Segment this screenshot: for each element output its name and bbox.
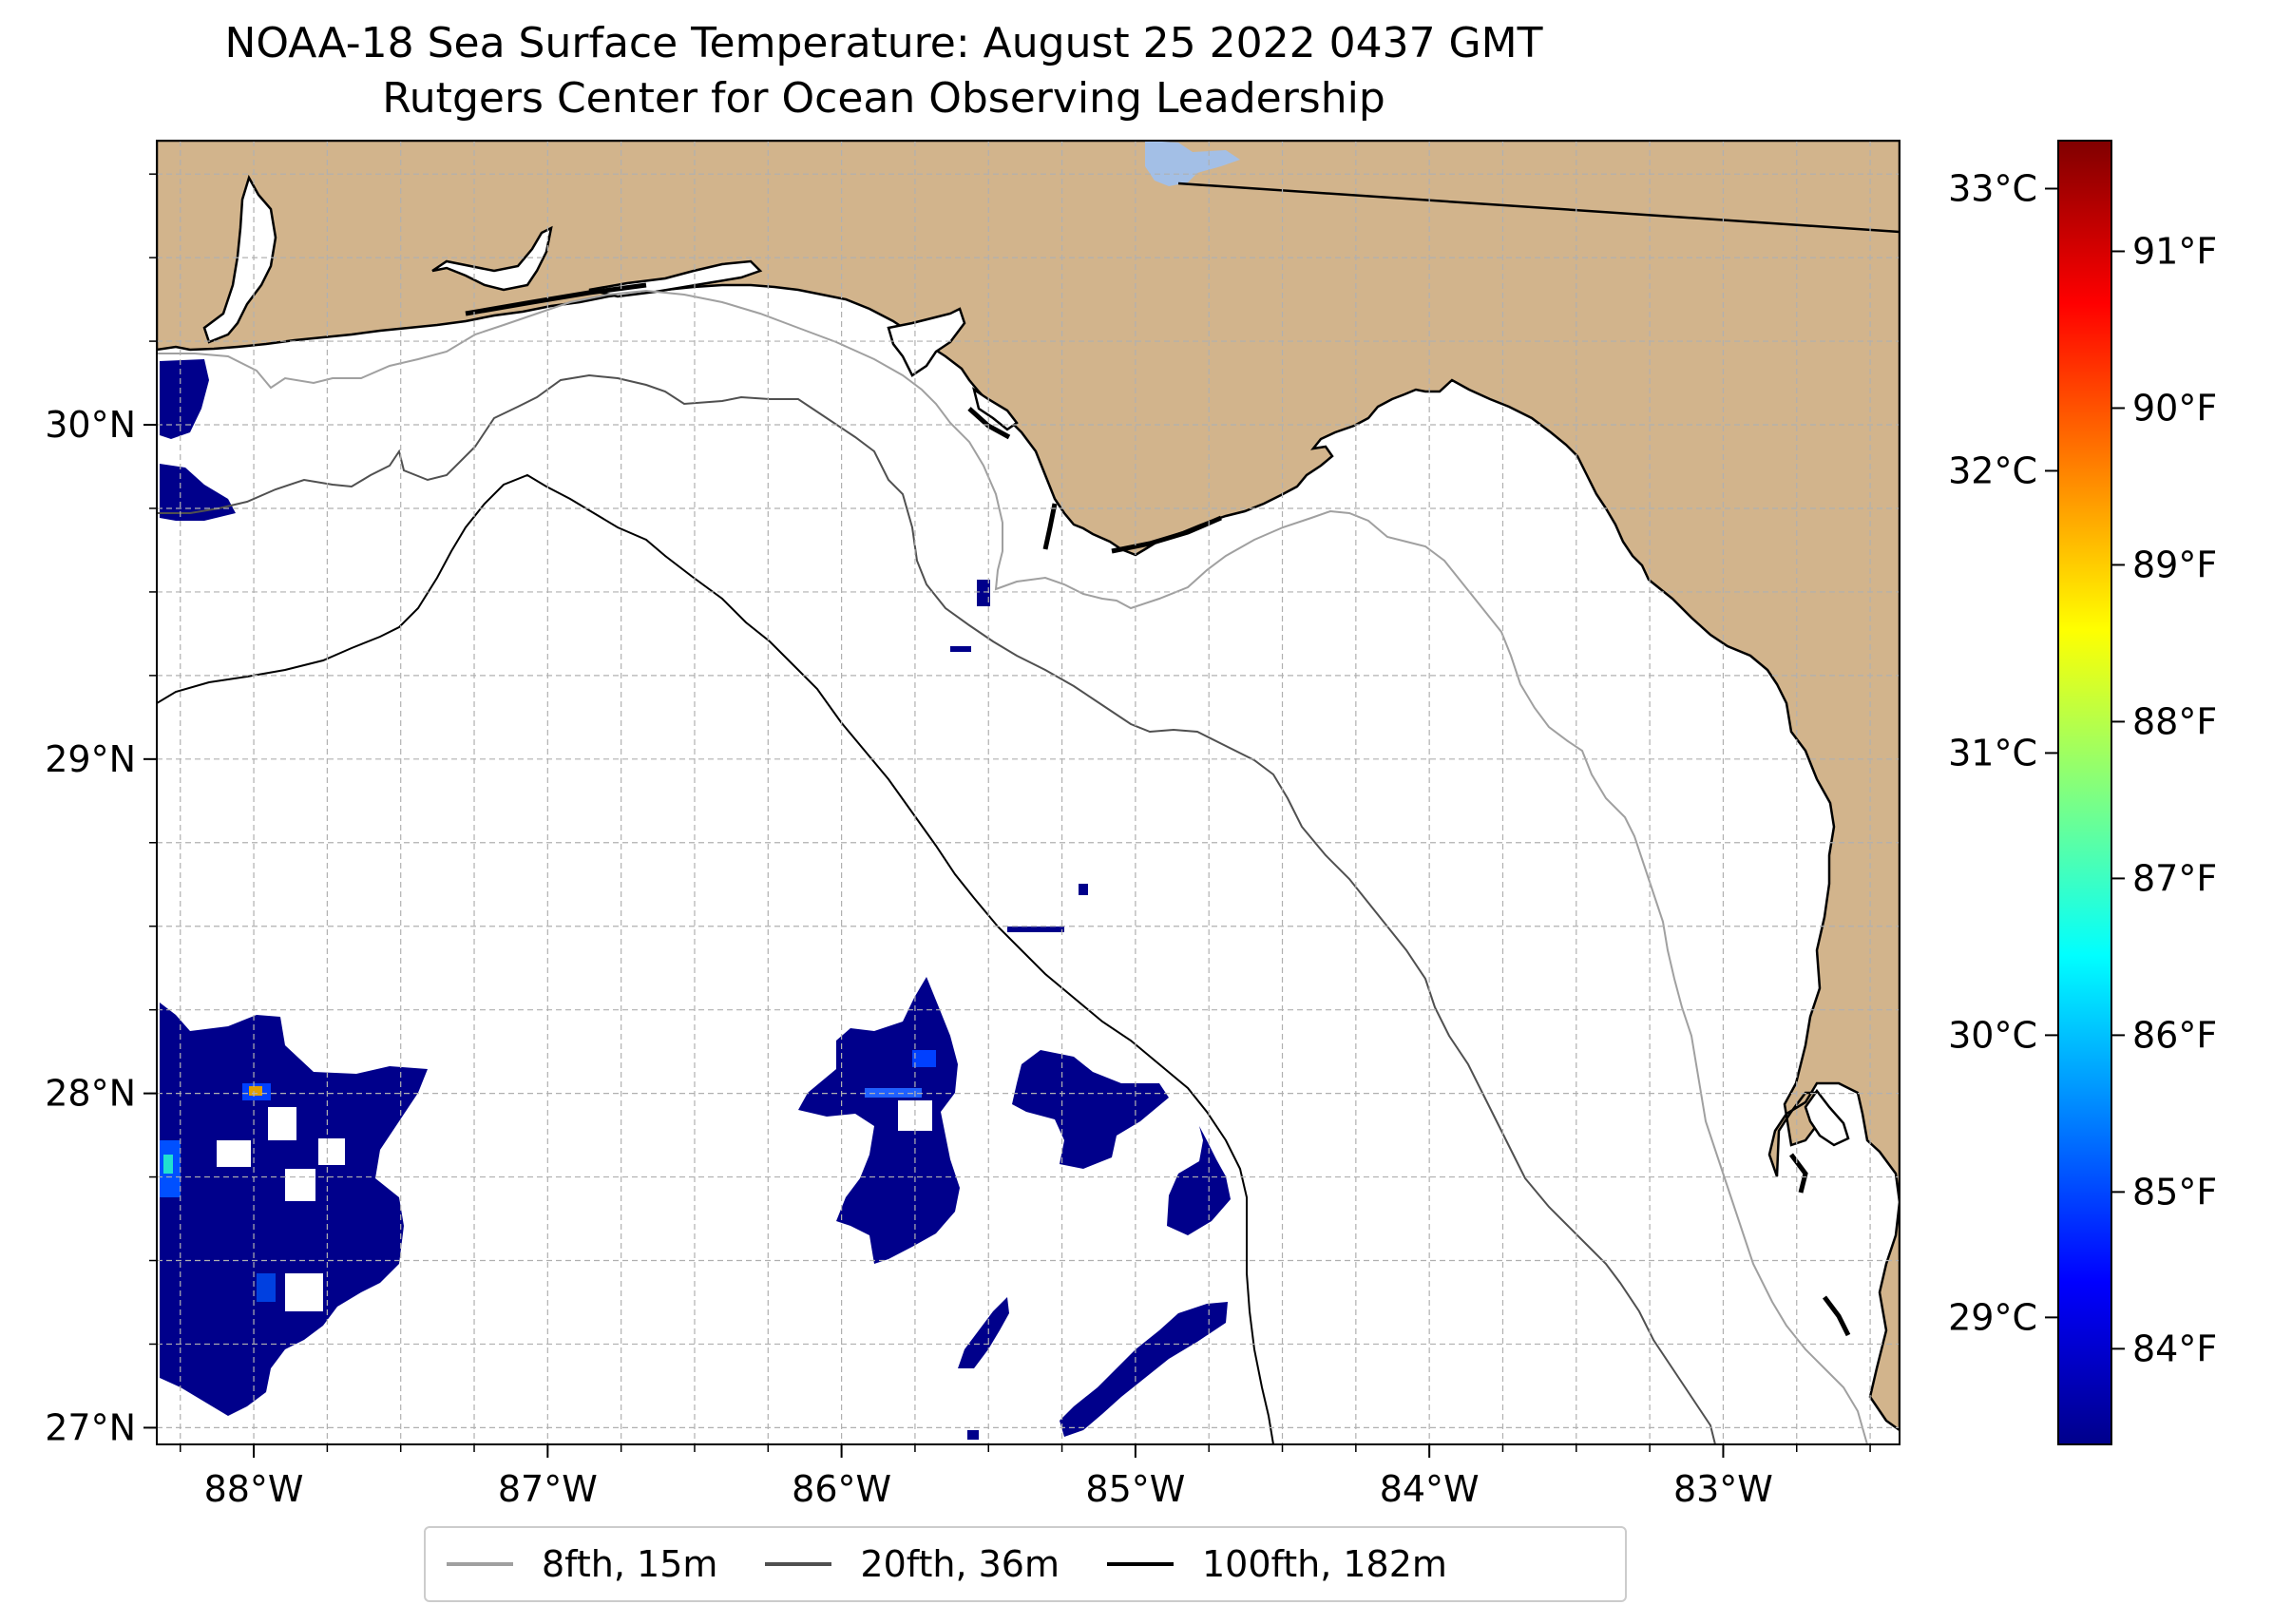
- sst-patch-west: [160, 1003, 428, 1416]
- legend: 8fth, 15m 20fth, 36m 100fth, 182m: [424, 1526, 1627, 1602]
- barrier-island-1: [465, 282, 647, 316]
- lat-tick-label: 29°N: [45, 738, 136, 780]
- colorbar-label-c: 29°C: [1948, 1296, 2037, 1338]
- sst-patch-east: [1012, 1050, 1169, 1169]
- map-ticks: 88°W 87°W 86°W 85°W 84°W 83°W 27°N 28°N 29°N 30°N: [45, 173, 1871, 1510]
- contour-20fth: [157, 373, 1716, 1444]
- barrier-island-3: [1042, 503, 1058, 550]
- apalachicola-bay: [972, 387, 1019, 431]
- colorbar: [2057, 140, 2112, 1445]
- legend-line-8fth: [447, 1562, 513, 1566]
- sst-patch-small-east: [1167, 1126, 1231, 1235]
- colorbar-label-c: 30°C: [1948, 1014, 2037, 1056]
- sst-warm-pixels: [160, 1050, 936, 1302]
- map-area: [157, 141, 1900, 1444]
- legend-item-100fth: 100fth, 182m: [1106, 1543, 1447, 1585]
- lake: [1145, 141, 1240, 186]
- sst-speck-1: [977, 580, 990, 606]
- sst-patch-central: [798, 977, 960, 1264]
- sst-warm-7: [912, 1050, 936, 1067]
- colorbar-label-f: 84°F: [2132, 1328, 2217, 1369]
- map-subtitle: Rutgers Center for Ocean Observing Leade…: [382, 74, 1385, 123]
- lon-tick-label: 85°W: [1085, 1468, 1185, 1510]
- lon-tick-label: 87°W: [498, 1468, 598, 1510]
- legend-label-20fth: 20fth, 36m: [860, 1543, 1060, 1585]
- sst-hole-1: [268, 1107, 296, 1140]
- sst-patches: [160, 359, 1231, 1440]
- legend-line-20fth: [765, 1562, 832, 1566]
- sst-warm-6: [865, 1088, 922, 1098]
- map-frame: [156, 140, 1900, 1445]
- contour-100fth: [157, 473, 1274, 1444]
- lat-tick-label: 27°N: [45, 1406, 136, 1448]
- colorbar-label-f: 90°F: [2132, 387, 2217, 429]
- tampa-bay: [1804, 1088, 1850, 1147]
- lon-tick-label: 86°W: [792, 1468, 891, 1510]
- map-title: NOAA-18 Sea Surface Temperature: August …: [224, 19, 1543, 67]
- sst-hole-2: [217, 1140, 251, 1167]
- barrier-island-5: [1789, 1153, 1808, 1194]
- colorbar-label-f: 89°F: [2132, 544, 2217, 585]
- barrier-island-6: [1823, 1295, 1851, 1337]
- sst-speck-2: [950, 646, 971, 652]
- colorbar-label-c: 32°C: [1948, 449, 2037, 491]
- sst-warm-5: [257, 1273, 276, 1302]
- colorbar-label-f: 85°F: [2132, 1171, 2217, 1213]
- gridlines: [157, 141, 1900, 1444]
- lon-tick-label: 83°W: [1673, 1468, 1773, 1510]
- colorbar-label-c: 33°C: [1948, 167, 2037, 209]
- pensacola-bay: [431, 225, 553, 292]
- lat-tick-label: 28°N: [45, 1073, 136, 1115]
- sst-warm-2: [163, 1155, 173, 1174]
- contour-8fth: [157, 289, 1868, 1444]
- sst-speck-4: [1007, 927, 1064, 932]
- colorbar-label-f: 88°F: [2132, 700, 2217, 742]
- colorbar-label-f: 87°F: [2132, 857, 2217, 899]
- legend-item-8fth: 8fth, 15m: [447, 1543, 717, 1585]
- sst-hole-5: [285, 1273, 323, 1311]
- colorbar-ticks: 29°C 30°C 31°C 32°C 33°C 84°F 85°F 86°F 87°F 88°F…: [1948, 167, 2217, 1369]
- legend-label-100fth: 100fth, 182m: [1201, 1543, 1447, 1585]
- colorbar-label-c: 31°C: [1948, 732, 2037, 774]
- land: [157, 141, 1900, 1432]
- st-andrew-bay: [887, 307, 966, 377]
- sst-warm-4: [249, 1086, 262, 1096]
- sst-hole-4: [285, 1169, 315, 1201]
- sst-patch-northwest-2: [160, 464, 236, 521]
- state-border: [1177, 182, 1900, 234]
- barrier-island-4: [1111, 515, 1222, 554]
- lon-tick-label: 88°W: [204, 1468, 304, 1510]
- legend-label-8fth: 8fth, 15m: [542, 1543, 718, 1585]
- sst-speck-3: [1079, 884, 1088, 895]
- colorbar-label-f: 86°F: [2132, 1014, 2217, 1056]
- bays: [202, 174, 1850, 1147]
- sst-patch-streak-small: [958, 1297, 1009, 1368]
- sst-patch-northwest: [160, 359, 209, 439]
- legend-item-20fth: 20fth, 36m: [765, 1543, 1060, 1585]
- lon-tick-label: 84°W: [1380, 1468, 1480, 1510]
- sst-patch-streak-south: [1060, 1302, 1228, 1437]
- legend-line-100fth: [1106, 1562, 1174, 1566]
- lat-tick-label: 30°N: [45, 404, 136, 446]
- mobile-bay: [202, 174, 277, 344]
- sst-hole-3: [318, 1138, 345, 1165]
- sst-speck-5: [967, 1430, 979, 1440]
- colorbar-label-f: 91°F: [2132, 230, 2217, 272]
- barrier-islands: [465, 282, 1851, 1337]
